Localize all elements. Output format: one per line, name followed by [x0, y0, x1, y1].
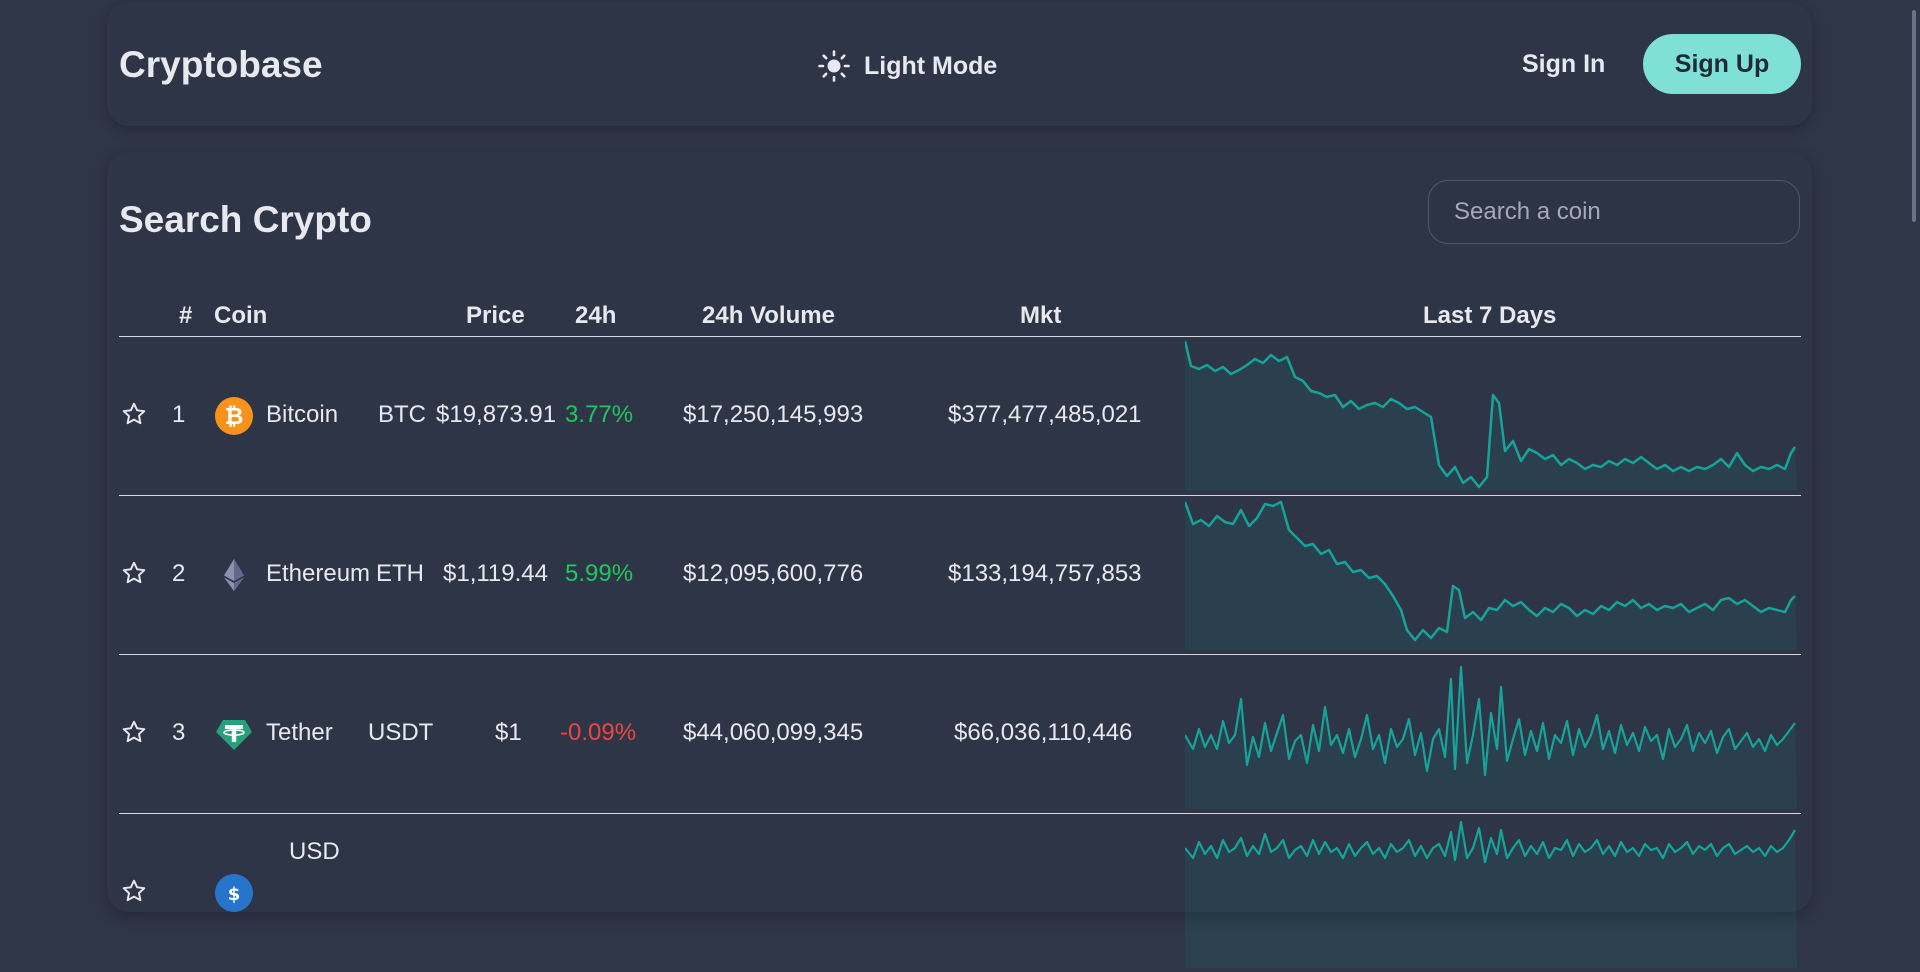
star-icon[interactable] [121, 719, 147, 745]
header-last-7-days: Last 7 Days [1423, 302, 1557, 329]
coin-symbol: ETH [376, 560, 424, 587]
navbar: Cryptobase Light Mode Sign In Sign Up [107, 2, 1812, 126]
sparkline-chart [1185, 341, 1797, 491]
star-icon[interactable] [121, 401, 147, 427]
scrollbar-thumb[interactable] [1912, 10, 1916, 222]
scrollbar[interactable] [1898, 0, 1920, 882]
coin-rank: 3 [172, 719, 186, 746]
coin-symbol: BTC [378, 401, 426, 428]
sign-up-button[interactable]: Sign Up [1643, 34, 1801, 94]
search-input[interactable] [1428, 180, 1800, 244]
sparkline-chart [1185, 665, 1797, 809]
ethereum-icon [224, 559, 244, 591]
header-price: Price [466, 302, 525, 329]
table-row[interactable]: $ USD [119, 814, 1801, 972]
coin-name[interactable]: Tether [266, 719, 333, 746]
table-row[interactable]: 1 ₿ Bitcoin BTC $19,873.91 3.77% $17,250… [119, 337, 1801, 496]
header-24h-volume: 24h Volume [702, 302, 835, 329]
coin-search-panel: Search Crypto # Coin Price 24h 24h Volum… [107, 152, 1812, 968]
table-row[interactable]: 3 Tether USDT $1 -0.09% $44,060,099,345 … [119, 655, 1801, 814]
sparkline-chart [1185, 500, 1797, 650]
table-header: # Coin Price 24h 24h Volume Mkt Last 7 D… [119, 302, 1801, 337]
star-icon[interactable] [121, 560, 147, 586]
coin-name[interactable]: Bitcoin [266, 401, 339, 428]
header-coin: Coin [214, 302, 268, 329]
page-title: Search Crypto [119, 199, 372, 240]
coin-rank: 2 [172, 560, 186, 587]
bitcoin-icon: ₿ [215, 397, 253, 435]
svg-text:₿: ₿ [225, 404, 244, 430]
header-rank: # [179, 302, 193, 329]
theme-toggle-label: Light Mode [864, 51, 998, 80]
coin-price: $1,119.44 [443, 560, 548, 587]
coin-volume-24h: $17,250,145,993 [683, 401, 864, 428]
coin-price: $19,873.91 [436, 401, 557, 428]
sun-icon [818, 50, 850, 82]
coin-market-cap: $377,477,485,021 [948, 401, 1142, 428]
coin-rank: 1 [172, 401, 186, 428]
coin-change-24h: 5.99% [565, 560, 634, 587]
coin-market-cap: $66,036,110,446 [954, 719, 1133, 746]
svg-text:$: $ [228, 884, 241, 905]
coin-change-24h: -0.09% [560, 719, 637, 746]
sign-in-link[interactable]: Sign In [1522, 50, 1606, 78]
coin-market-cap: $133,194,757,853 [948, 560, 1142, 587]
coin-price: $1 [495, 719, 522, 746]
sparkline-chart [1185, 820, 1797, 968]
tether-icon [216, 720, 252, 750]
coin-symbol: USDT [368, 719, 434, 746]
coin-name[interactable]: Ethereum [266, 560, 371, 587]
coin-volume-24h: $44,060,099,345 [683, 719, 864, 746]
usd-coin-icon: $ [215, 874, 253, 912]
coin-volume-24h: $12,095,600,776 [683, 560, 864, 587]
theme-toggle[interactable]: Light Mode [818, 50, 997, 82]
header-24h: 24h [575, 302, 617, 329]
brand-logo[interactable]: Cryptobase [119, 44, 323, 85]
header-mkt: Mkt [1020, 302, 1062, 329]
coin-change-24h: 3.77% [565, 401, 634, 428]
table-row[interactable]: 2 Ethereum ETH $1,119.44 5.99% $12,095,6… [119, 496, 1801, 655]
coin-name[interactable]: USD [289, 838, 340, 865]
